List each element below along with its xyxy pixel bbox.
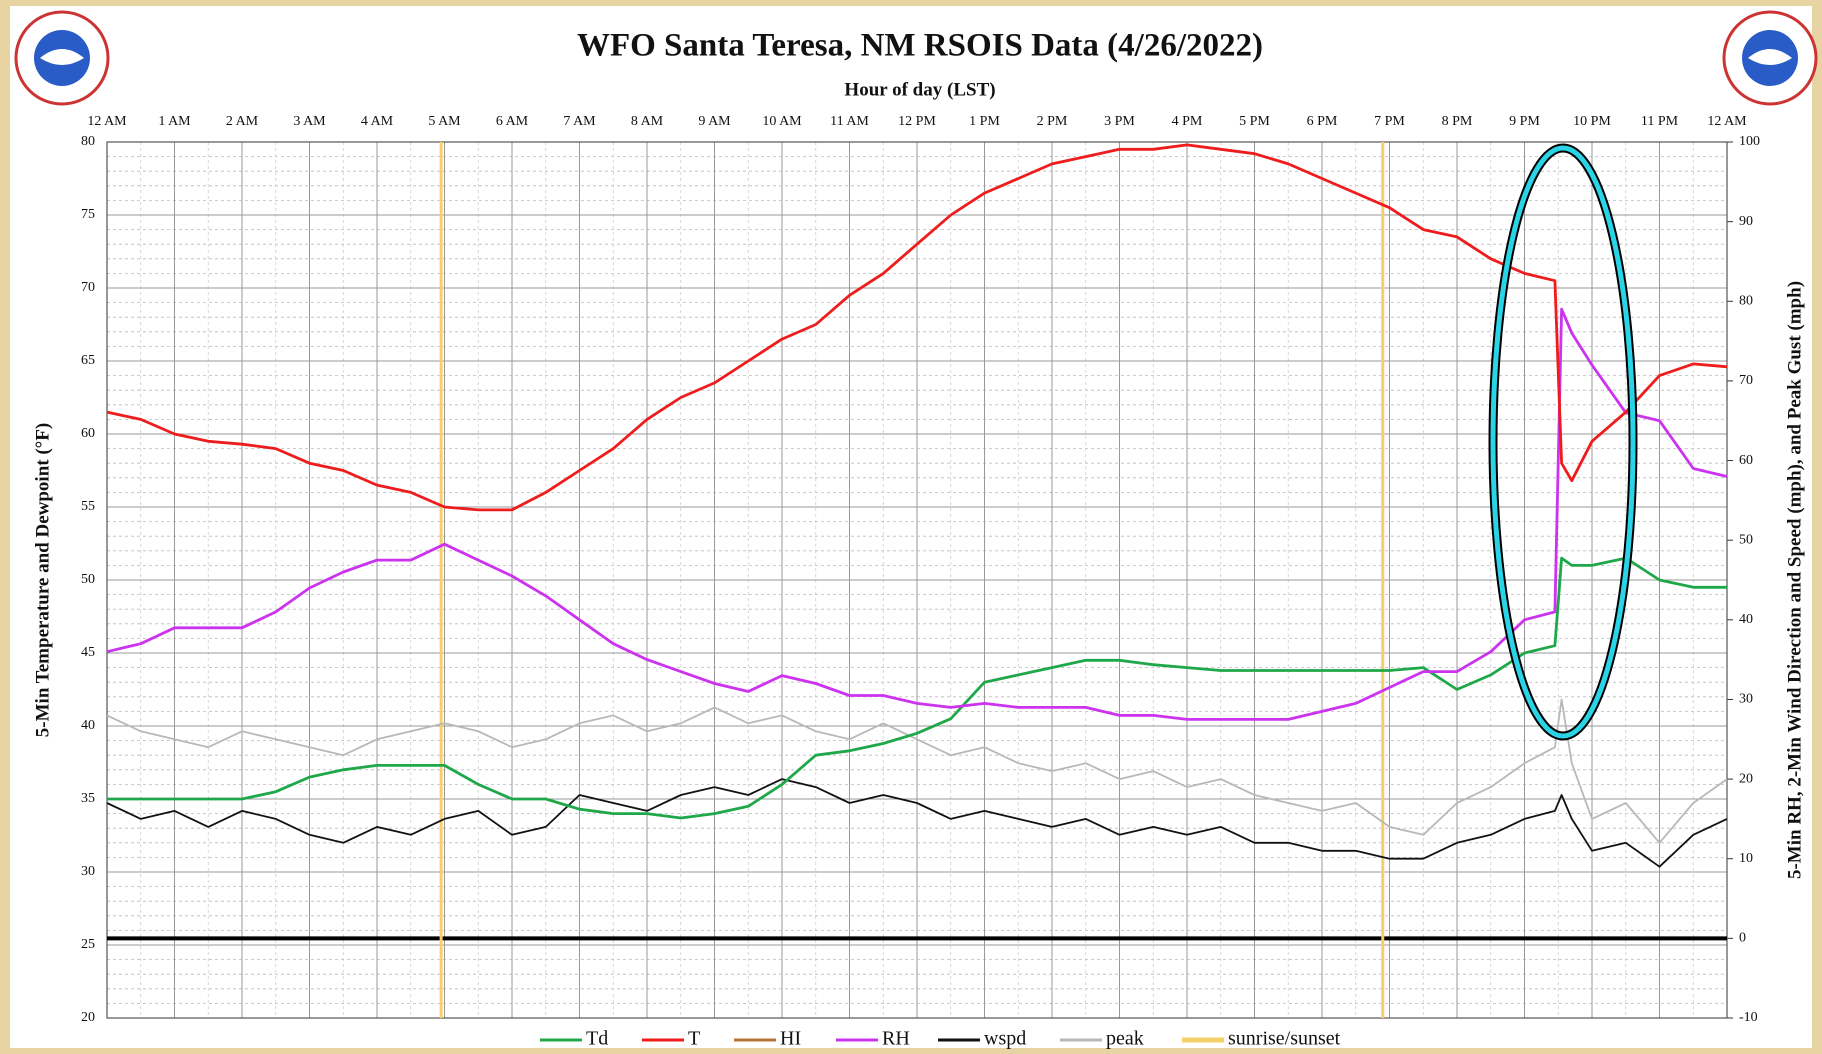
y2-tick-label: 90 <box>1739 214 1753 229</box>
y-tick-label: 35 <box>81 791 95 806</box>
y-tick-label: 75 <box>81 207 95 222</box>
legend-label: wspd <box>984 1028 1026 1050</box>
legend-label: RH <box>882 1028 910 1050</box>
y-tick-label: 50 <box>81 572 95 587</box>
legend-label: T <box>688 1028 700 1050</box>
y-tick-label: 65 <box>81 353 95 368</box>
legend-label: Td <box>586 1028 608 1050</box>
y-tick-label: 55 <box>81 499 95 514</box>
y2-tick-label: 30 <box>1739 692 1753 707</box>
x-tick-label: 6 PM <box>1307 114 1338 129</box>
x-tick-label: 4 PM <box>1172 114 1203 129</box>
legend-label: HI <box>780 1028 801 1050</box>
legend: Td T HI RH wspd peak sunrise/sunset <box>540 1028 1341 1050</box>
y2-tick-label: -10 <box>1739 1010 1758 1025</box>
y-tick-label: 20 <box>81 1010 95 1025</box>
legend-label: peak <box>1106 1028 1144 1050</box>
y-tick-label: 45 <box>81 645 95 660</box>
x-tick-label: 3 AM <box>293 114 326 129</box>
x-tick-label: 8 AM <box>631 114 664 129</box>
y2-tick-label: 0 <box>1739 931 1746 946</box>
plot-border <box>106 141 1728 1019</box>
y-tick-label: 25 <box>81 937 95 952</box>
x-tick-label: 1 AM <box>158 114 191 129</box>
x-tick-label: 10 PM <box>1573 114 1611 129</box>
y-axis-label: 5-Min Temperature and Dewpoint (°F) <box>32 423 53 737</box>
x-tick-label: 4 AM <box>361 114 394 129</box>
series-line <box>106 778 1728 868</box>
highlight-ellipse <box>1488 143 1638 741</box>
y2-tick-label: 40 <box>1739 612 1753 627</box>
x-tick-label: 10 AM <box>762 114 802 129</box>
y-tick-label: 80 <box>81 134 95 149</box>
x-tick-label: 7 PM <box>1374 114 1405 129</box>
x-tick-label: 2 PM <box>1037 114 1068 129</box>
x-tick-label: 12 AM <box>1707 114 1747 129</box>
x-tick-label: 3 PM <box>1104 114 1135 129</box>
x-tick-label: 11 PM <box>1641 114 1679 129</box>
x-tick-label: 12 PM <box>898 114 936 129</box>
x-axis-label: Hour of day (LST) <box>844 79 995 100</box>
y2-tick-label: 100 <box>1739 134 1760 149</box>
x-tick-label: 9 PM <box>1509 114 1540 129</box>
x-tick-label: 6 AM <box>496 114 529 129</box>
x-tick-label: 9 AM <box>698 114 731 129</box>
nws-logo-right <box>1722 10 1818 106</box>
y2-tick-label: 70 <box>1739 373 1753 388</box>
x-tick-label: 5 PM <box>1239 114 1270 129</box>
y2-axis-label: 5-Min RH, 2-Min Wind Direction and Speed… <box>1784 281 1805 879</box>
y2-tick-label: 80 <box>1739 293 1753 308</box>
x-tick-label: 7 AM <box>563 114 596 129</box>
y2-tick-label: 10 <box>1739 851 1753 866</box>
nws-logo-left <box>14 10 110 106</box>
y-tick-label: 40 <box>81 718 95 733</box>
series-line <box>106 143 1728 512</box>
chart-background <box>10 6 1812 1048</box>
y-tick-label: 60 <box>81 426 95 441</box>
series-line <box>106 698 1728 844</box>
x-tick-label: 8 PM <box>1442 114 1473 129</box>
y2-tick-label: 50 <box>1739 532 1753 547</box>
x-tick-label: 1 PM <box>969 114 1000 129</box>
x-tick-label: 2 AM <box>226 114 259 129</box>
x-tick-label: 11 AM <box>830 114 869 129</box>
y2-tick-label: 20 <box>1739 771 1753 786</box>
y-tick-label: 30 <box>81 864 95 879</box>
plot-area: 20 25 30 35 40 45 50 55 60 65 70 75 80 -10 0 10 20 30 40 50… <box>81 114 1760 1025</box>
legend-label: sunrise/sunset <box>1228 1028 1341 1050</box>
x-tick-label: 5 AM <box>428 114 461 129</box>
x-tick-label: 12 AM <box>87 114 127 129</box>
y-tick-label: 70 <box>81 280 95 295</box>
y2-tick-label: 60 <box>1739 453 1753 468</box>
chart-title: WFO Santa Teresa, NM RSOIS Data (4/26/20… <box>577 28 1263 64</box>
